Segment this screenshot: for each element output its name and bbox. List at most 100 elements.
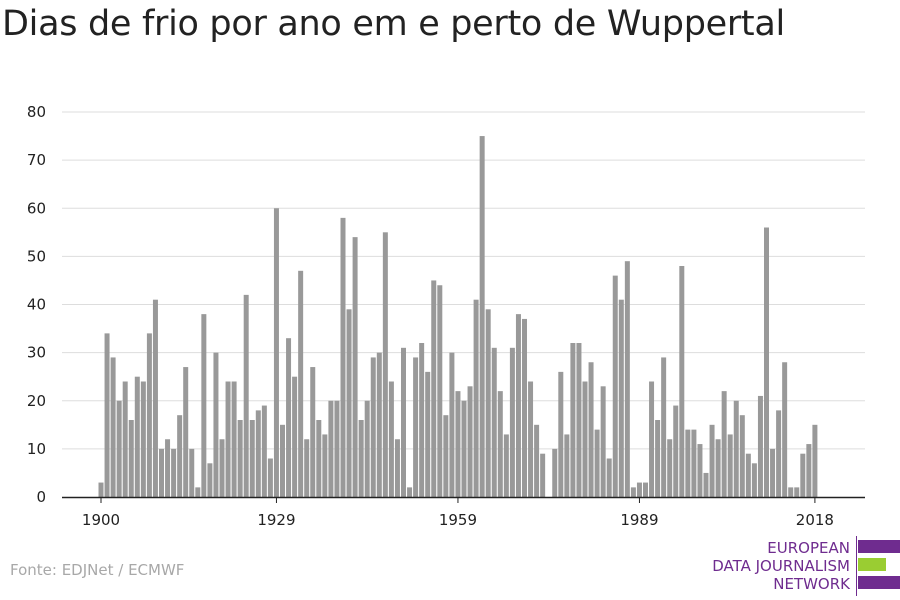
bar [685,429,691,497]
bar [643,482,648,497]
bar [425,371,431,497]
bar [697,444,703,497]
bar [243,294,249,497]
bar [745,453,751,497]
x-tick-label: 1900 [82,511,120,529]
bar [388,381,394,497]
logo-bar-middle [858,558,886,571]
bar [491,347,497,497]
x-tick-label: 2018 [796,511,834,529]
bar [515,314,521,497]
bar [558,371,564,497]
bar [467,386,473,497]
logo-bar-top [858,540,900,553]
bar [449,352,455,497]
bar [401,347,406,497]
bar [334,400,340,497]
bar [552,448,558,497]
bar [497,391,503,497]
bar [316,420,322,497]
bar [231,381,237,497]
bar [273,208,279,497]
bar [618,299,624,497]
edjnet-logo: EUROPEAN DATA JOURNALISM NETWORK [706,536,900,596]
y-tick-label: 70 [27,151,46,169]
bar [165,439,171,497]
bar [751,463,757,497]
bar [540,453,546,497]
bar [382,232,388,497]
logo-text-network: NETWORK [773,575,850,593]
bar [328,400,334,497]
bar [794,487,800,497]
chart-title: Dias de frio por ano em e perto de Wuppe… [2,4,785,44]
bar [183,367,189,497]
bar [812,424,818,497]
bar [576,343,582,497]
bar [207,463,213,497]
bar [757,395,763,497]
bar [727,434,733,497]
bar [413,357,419,497]
bar [570,343,576,497]
bar [522,318,527,497]
x-tick-label: 1929 [257,511,295,529]
bar [721,391,727,497]
bar [376,352,382,497]
bar [358,420,364,497]
bar [189,448,195,497]
bar [159,448,164,497]
bar [806,444,812,497]
bar [171,448,177,497]
bar [534,424,540,497]
logo-divider [856,536,857,596]
bar [588,362,594,497]
bar [128,420,134,497]
bar [788,487,794,497]
logo-bar-bottom [858,576,900,589]
y-tick-label: 60 [27,199,46,217]
bar [364,400,370,497]
bar [800,453,806,497]
bar [280,424,285,497]
y-tick-label: 0 [36,488,46,506]
bar [582,381,588,497]
bar [310,367,316,497]
bar [624,261,630,497]
bar [473,299,479,497]
x-tick-label: 1959 [439,511,477,529]
bar [437,285,443,497]
bar [237,420,243,497]
bar [152,299,158,497]
y-tick-label: 50 [27,247,46,265]
bar [655,420,661,497]
logo-text-european: EUROPEAN [767,539,850,557]
bar [770,448,776,497]
bar [213,352,219,497]
x-tick-label: 1989 [620,511,658,529]
bar [528,381,534,497]
bar [340,217,346,497]
bar [691,429,697,497]
y-tick-label: 10 [27,440,46,458]
bar [249,420,255,497]
bar [352,237,358,497]
bar [104,333,110,497]
bar [286,338,292,497]
bar [733,400,739,497]
bar [782,362,788,497]
bar [564,434,570,497]
bar [443,415,449,497]
bar [630,487,636,497]
bar [612,275,618,497]
bar [407,487,413,497]
bar [134,376,140,497]
bar [110,357,116,497]
bar [140,381,146,497]
bar [673,405,679,497]
bar [636,482,642,497]
bar [431,280,437,497]
bar [195,487,201,497]
bar [394,439,400,497]
bar [606,458,612,497]
